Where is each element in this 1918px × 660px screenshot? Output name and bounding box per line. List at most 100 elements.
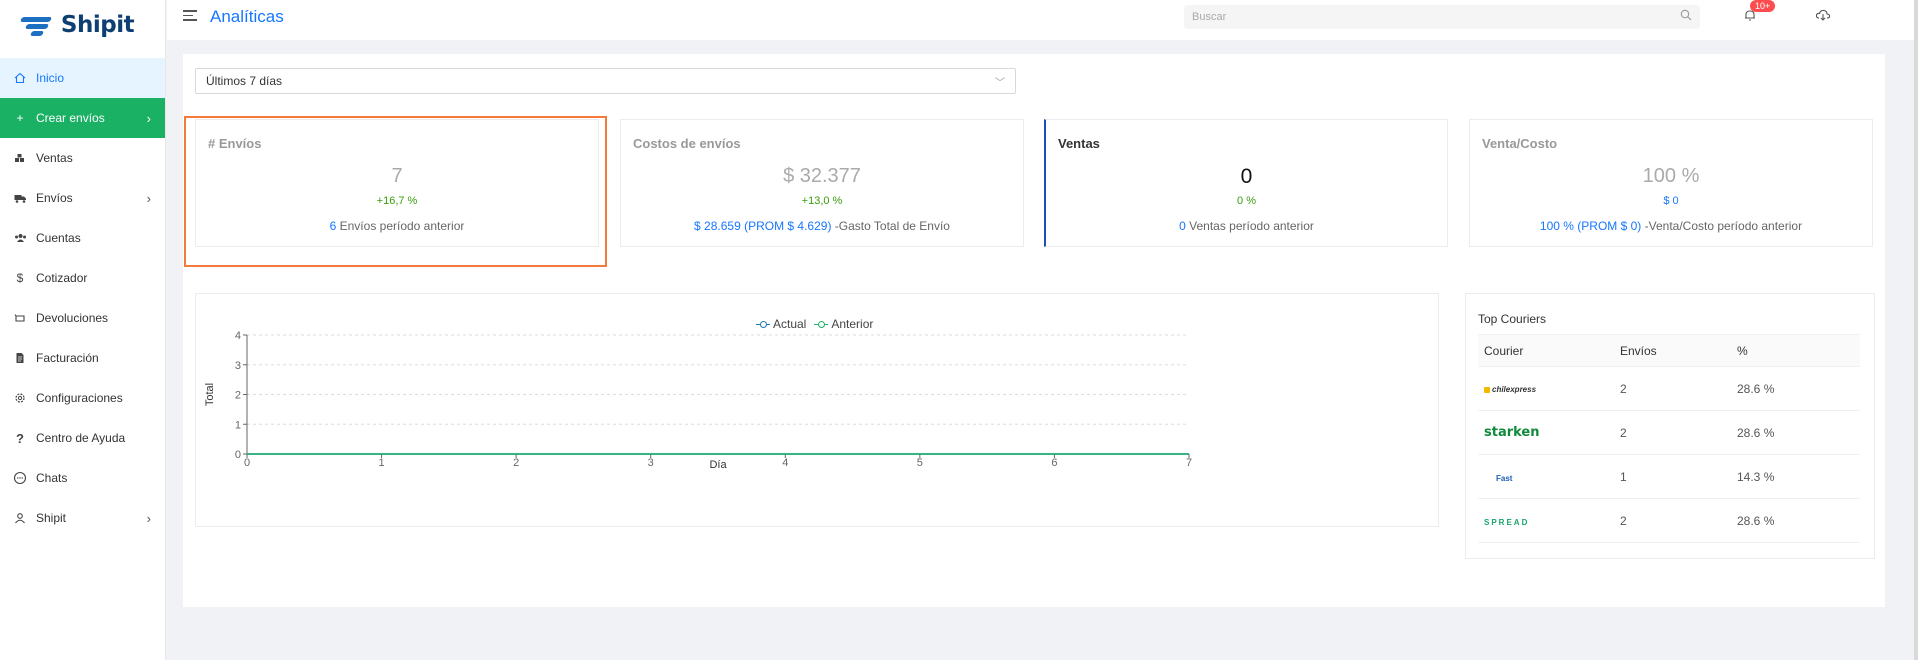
legend-label: Anterior xyxy=(831,317,874,331)
search-icon[interactable] xyxy=(1680,8,1692,26)
sidebar-item-crear-envios[interactable]: + Crear envíos › xyxy=(0,98,165,138)
chart-plot: 0 1 2 3 4 0 1 2 3 4 5 6 7 Día Total xyxy=(204,330,1192,471)
card-footer-value: 100 % (PROM $ 0) xyxy=(1539,219,1642,233)
card-title: Costos de envíos xyxy=(633,136,741,151)
scrollbar[interactable] xyxy=(1914,0,1918,660)
page-title: Analíticas xyxy=(210,7,284,26)
card-costos[interactable]: Costos de envíos $ 32.377 +13,0 % $ 28.6… xyxy=(620,119,1024,247)
table-row[interactable]: SPREAD 2 28.6 % xyxy=(1478,498,1860,543)
courier-logo-fast: Fast xyxy=(1496,473,1513,483)
legend-item-actual[interactable]: Actual xyxy=(756,317,806,331)
x-tick-label: 4 xyxy=(782,457,788,469)
chevron-right-icon: › xyxy=(146,190,151,206)
sidebar-item-centro-de-ayuda[interactable]: ? Centro de Ayuda xyxy=(0,418,165,458)
sidebar-item-inicio[interactable]: Inicio xyxy=(0,58,165,98)
brand-name: Shipit xyxy=(60,12,135,38)
menu-toggle-icon[interactable] xyxy=(183,10,197,24)
question-icon: ? xyxy=(16,430,24,446)
sidebar-item-label: Facturación xyxy=(36,351,99,365)
user-icon xyxy=(12,510,28,526)
column-header: % xyxy=(1731,334,1860,367)
sidebar-item-shipit[interactable]: Shipit › xyxy=(0,498,165,538)
card-percent: +13,0 % xyxy=(801,195,843,207)
envios-chart: Actual Anterior 0 1 2 3 4 0 1 2 3 4 5 6 7 Día Total xyxy=(195,293,1439,527)
sidebar-item-cuentas[interactable]: Cuentas xyxy=(0,218,165,258)
courier-envios: 2 xyxy=(1614,410,1731,455)
sidebar-nav: Inicio + Crear envíos › Ventas Envíos › … xyxy=(0,58,165,538)
sidebar-item-ventas[interactable]: Ventas xyxy=(0,138,165,178)
search-bar[interactable] xyxy=(1184,5,1700,29)
courier-pct: 28.6 % xyxy=(1731,410,1860,455)
card-percent: $ 0 xyxy=(1663,195,1679,207)
courier-envios: 2 xyxy=(1614,366,1731,411)
courier-logo-starken: starken xyxy=(1484,425,1540,440)
card-selection-outline xyxy=(184,116,607,267)
gear-icon xyxy=(12,390,28,406)
chevron-down-icon: ﹀ xyxy=(995,77,1005,89)
period-select-value: Últimos 7 días xyxy=(206,74,283,88)
card-venta-costo[interactable]: Venta/Costo 100 % $ 0 100 % (PROM $ 0) -… xyxy=(1469,119,1873,247)
cloud-download-icon[interactable] xyxy=(1815,8,1835,28)
card-footer-value: $ 28.659 (PROM $ 4.629) xyxy=(694,219,832,233)
home-icon xyxy=(12,70,28,86)
plus-icon: + xyxy=(16,111,24,125)
legend-label: Actual xyxy=(773,317,807,331)
y-tick-label: 2 xyxy=(235,390,241,402)
card-footer: 0 Ventas período anterior xyxy=(1046,219,1447,233)
courier-pct: 28.6 % xyxy=(1731,366,1860,411)
card-footer-value: 0 xyxy=(1179,219,1186,233)
sidebar-item-label: Centro de Ayuda xyxy=(36,431,126,445)
sidebar-item-cotizador[interactable]: $ Cotizador xyxy=(0,258,165,298)
brand-logo[interactable]: Shipit xyxy=(0,0,165,50)
x-tick-label: 6 xyxy=(1051,457,1057,469)
users-icon xyxy=(12,230,28,246)
courier-logo-chilexpress: chilexpress xyxy=(1484,385,1536,394)
dollar-icon: $ xyxy=(16,271,24,285)
card-title: # Envíos xyxy=(208,136,262,151)
top-couriers-title: Top Couriers xyxy=(1478,312,1547,326)
sidebar-item-label: Chats xyxy=(36,471,68,485)
y-tick-label: 3 xyxy=(235,360,241,372)
bell-icon[interactable] xyxy=(1743,8,1763,28)
table-row[interactable]: chilexpress 2 28.6 % xyxy=(1478,366,1860,411)
card-footer-label: -Gasto Total de Envío xyxy=(831,219,950,233)
card-percent: +16,7 % xyxy=(376,195,418,207)
sidebar: Shipit Inicio + Crear envíos › Ventas En… xyxy=(0,0,166,660)
y-tick-label: 1 xyxy=(235,419,241,431)
card-footer-label: Envíos período anterior xyxy=(336,219,465,233)
sidebar-item-devoluciones[interactable]: Devoluciones xyxy=(0,298,165,338)
notification-badge: 10+ xyxy=(1750,0,1776,12)
courier-envios: 2 xyxy=(1614,498,1731,543)
card-ventas[interactable]: Ventas 0 0 % 0 Ventas período anterior xyxy=(1044,119,1448,247)
analytics-panel: Últimos 7 días ﹀ # Envíos 7 +16,7 % 6 En… xyxy=(183,54,1885,607)
table-row[interactable]: Fast 1 14.3 % xyxy=(1478,454,1860,499)
card-value: 0 xyxy=(1240,165,1253,188)
sidebar-item-label: Configuraciones xyxy=(36,391,123,405)
card-footer: 100 % (PROM $ 0) -Venta/Costo período an… xyxy=(1470,219,1872,233)
legend-marker-actual xyxy=(756,320,770,328)
table-row[interactable]: starken 2 28.6 % xyxy=(1478,410,1860,455)
search-input[interactable] xyxy=(1192,11,1680,23)
period-select[interactable]: Últimos 7 días ﹀ xyxy=(195,68,1016,94)
sidebar-item-label: Ventas xyxy=(36,151,73,165)
card-value: 100 % xyxy=(1642,165,1700,187)
truck-icon xyxy=(12,190,28,206)
chart-legend: Actual Anterior xyxy=(756,317,873,331)
card-envios[interactable]: # Envíos 7 +16,7 % 6 Envíos período ante… xyxy=(195,119,599,247)
document-icon xyxy=(12,350,28,366)
legend-item-anterior[interactable]: Anterior xyxy=(814,317,873,331)
return-icon xyxy=(12,310,28,326)
sidebar-item-envios[interactable]: Envíos › xyxy=(0,178,165,218)
sidebar-item-chats[interactable]: Chats xyxy=(0,458,165,498)
card-footer-label: -Venta/Costo período anterior xyxy=(1641,219,1803,233)
sidebar-item-label: Crear envíos xyxy=(36,111,105,125)
column-header: Courier xyxy=(1478,334,1614,367)
sidebar-item-facturacion[interactable]: Facturación xyxy=(0,338,165,378)
y-tick-label: 4 xyxy=(235,330,241,342)
couriers-table: Courier Envíos % chilexpress 2 28.6 % st… xyxy=(1478,334,1860,543)
sidebar-item-configuraciones[interactable]: Configuraciones xyxy=(0,378,165,418)
x-tick-label: 3 xyxy=(648,457,654,469)
chat-icon xyxy=(12,470,28,486)
card-footer: $ 28.659 (PROM $ 4.629) -Gasto Total de … xyxy=(621,219,1023,233)
courier-pct: 14.3 % xyxy=(1731,454,1860,499)
